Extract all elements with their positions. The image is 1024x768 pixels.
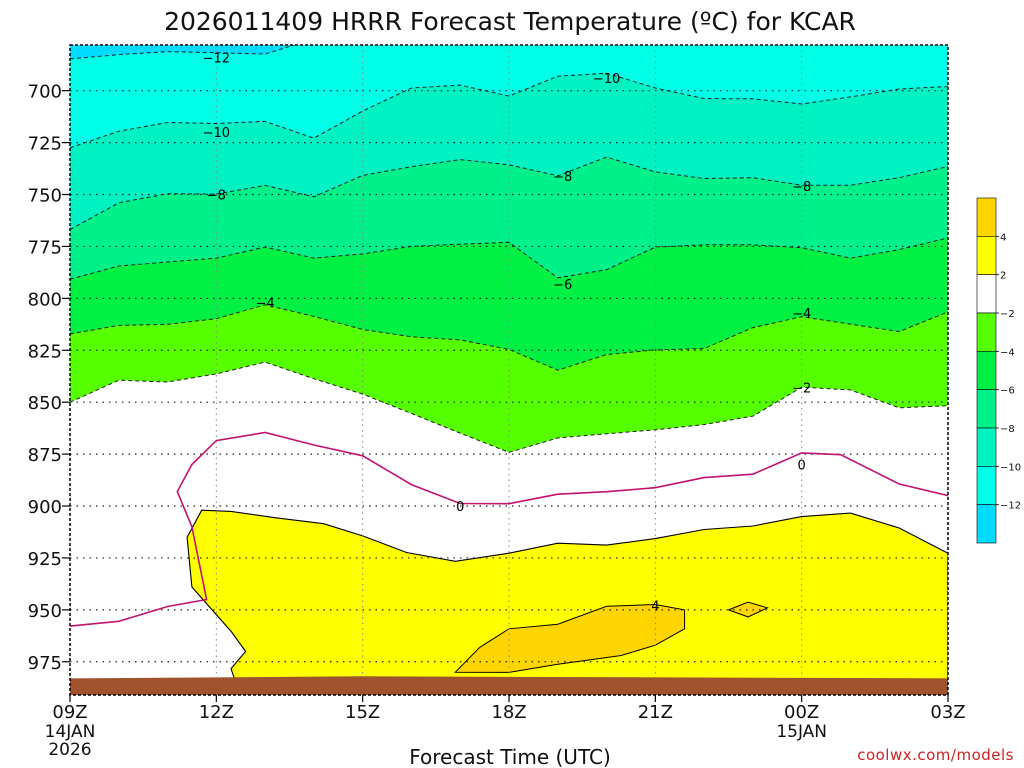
- contour-label: −8: [553, 170, 572, 185]
- x-date-label: 15JAN: [776, 722, 827, 742]
- y-tick-label: 950: [28, 601, 62, 622]
- isotherm-minus8: [70, 156, 948, 231]
- y-axis: 700 725 750 775 800 825 850 875 900 925 950 975: [28, 82, 70, 674]
- contour-label: 4: [651, 600, 659, 615]
- gridlines: [70, 45, 948, 695]
- isotherm-minus6: [70, 237, 948, 280]
- isotherm-minus2: [70, 361, 948, 453]
- colorbar-bin: [976, 466, 997, 505]
- y-tick-label: 925: [28, 549, 62, 570]
- colorbar-label: 2: [1000, 271, 1006, 282]
- y-tick-label: 825: [28, 341, 62, 362]
- contour-label: 0: [456, 500, 464, 515]
- y-tick-label: 800: [28, 289, 62, 310]
- y-tick-label: 700: [28, 82, 62, 103]
- contour-label: −8: [207, 189, 226, 204]
- contour-label: −6: [553, 278, 572, 293]
- colorbar-bin: [976, 274, 997, 314]
- colorbar-legend: 4 2 −2 −4 −6 −8 −10 −12: [976, 197, 1021, 544]
- x-tick-label: 03Z: [930, 702, 965, 723]
- contour-label: −8: [792, 180, 811, 195]
- band-plus2-plus4: [186, 509, 948, 694]
- x-tick-label: 21Z: [638, 702, 673, 723]
- x-tick-label: 18Z: [491, 702, 526, 723]
- x-tick-label: 12Z: [199, 702, 234, 723]
- chart-title: 2026011409 HRRR Forecast Temperature (ºC…: [164, 7, 856, 36]
- x-tick-label: 15Z: [345, 702, 380, 723]
- colorbar-bin: [976, 351, 997, 390]
- colorbar-label: −10: [1000, 462, 1021, 473]
- colorbar-label: 4: [1000, 232, 1006, 243]
- colorbar-bin: [976, 504, 997, 544]
- x-axis-label: Forecast Time (UTC): [409, 745, 611, 768]
- band-above-plus4-small: [727, 601, 769, 618]
- colorbar-bin: [976, 197, 997, 237]
- colorbar-label: −12: [1000, 501, 1021, 512]
- colorbar-label: −4: [1000, 347, 1015, 358]
- y-tick-label: 975: [28, 653, 62, 674]
- x-tick-label: 00Z: [784, 702, 819, 723]
- y-tick-label: 725: [28, 134, 62, 155]
- colorbar-bin: [976, 236, 997, 275]
- contour-label: −4: [256, 297, 275, 312]
- y-tick-label: 875: [28, 445, 62, 466]
- y-tick-label: 775: [28, 237, 62, 258]
- isotherm-minus4: [70, 304, 948, 371]
- ground-strip: [70, 676, 948, 695]
- colorbar-bin: [976, 427, 997, 467]
- isotherm-zero: [70, 431, 948, 627]
- colorbar-bin: [976, 389, 997, 429]
- isotherm-minus10: [70, 72, 948, 149]
- contour-label: −10: [593, 72, 620, 87]
- plot-area: −12 −10 −10 −8 −8 −8 −6 −4 −4 −2 0 0 4: [69, 44, 949, 696]
- colorbar-label: −8: [1000, 424, 1015, 435]
- colorbar-bin: [976, 312, 997, 352]
- credit-text: coolwx.com/models: [857, 746, 1014, 764]
- x-date-label: 14JAN: [45, 722, 96, 742]
- contour-label: −2: [792, 382, 811, 397]
- contour-label: −4: [792, 307, 811, 322]
- y-tick-label: 750: [28, 186, 62, 207]
- contour-label: −12: [203, 51, 230, 66]
- x-tick-label: 09Z: [52, 702, 87, 723]
- colorbar-label: −6: [1000, 386, 1015, 397]
- y-tick-label: 850: [28, 393, 62, 414]
- y-tick-label: 900: [28, 497, 62, 518]
- contour-label: −10: [203, 126, 230, 141]
- x-year-label: 2026: [48, 740, 91, 760]
- contour-label: 0: [798, 458, 806, 473]
- colorbar-label: −2: [1000, 309, 1015, 320]
